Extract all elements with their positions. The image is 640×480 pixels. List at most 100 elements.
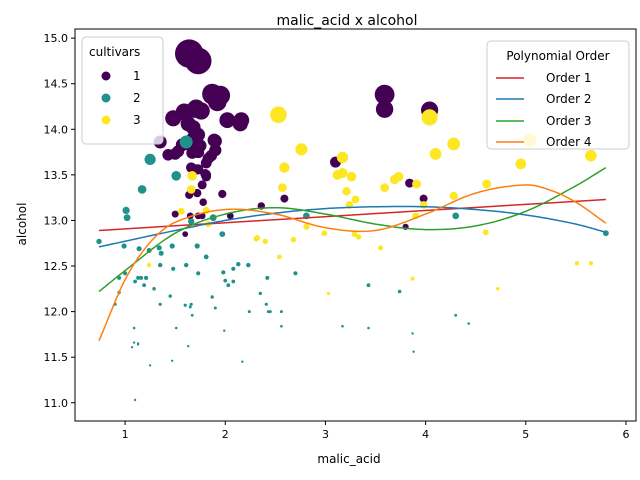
data-point-cultivar-3-38 bbox=[277, 254, 282, 260]
fit-line-order-1 bbox=[98, 198, 606, 232]
cultivars-legend-box bbox=[81, 36, 164, 145]
data-point-cultivar-3-45 bbox=[410, 276, 415, 281]
data-point-cultivar-1-55 bbox=[193, 164, 204, 175]
cultivars-legend-title: cultivars bbox=[89, 45, 140, 59]
data-point-cultivar-2-17 bbox=[341, 324, 344, 328]
y-tick-label: 11.5 bbox=[44, 351, 69, 364]
data-point-cultivar-2-57 bbox=[412, 350, 415, 353]
data-point-cultivar-2-59 bbox=[452, 212, 460, 220]
data-point-cultivar-1-32 bbox=[202, 152, 214, 165]
fit-line-order-4 bbox=[98, 184, 607, 342]
fit-line-order-3 bbox=[98, 166, 607, 293]
legend-marker-cultivar-2 bbox=[101, 93, 111, 103]
data-point-cultivar-2-69 bbox=[219, 231, 226, 238]
chart-title: malic_acid x alcohol bbox=[277, 13, 418, 29]
data-point-cultivar-2-75 bbox=[188, 305, 192, 309]
data-point-cultivar-2-3 bbox=[144, 153, 156, 165]
y-tick-label: 11.0 bbox=[44, 397, 69, 410]
data-point-cultivar-2-1 bbox=[133, 279, 138, 284]
data-point-cultivar-3-5 bbox=[412, 179, 422, 189]
data-point-cultivar-3-41 bbox=[515, 158, 527, 170]
data-point-cultivar-2-58 bbox=[293, 271, 298, 276]
data-point-cultivar-2-67 bbox=[279, 310, 283, 314]
data-point-cultivar-3-29 bbox=[482, 229, 489, 236]
data-point-cultivar-2-78 bbox=[231, 266, 236, 271]
data-point-cultivar-2-47 bbox=[236, 262, 241, 267]
data-point-cultivar-2-29 bbox=[264, 302, 268, 306]
data-point-cultivar-3-6 bbox=[449, 191, 458, 200]
data-point-cultivar-2-76 bbox=[184, 262, 189, 268]
data-point-cultivar-2-68 bbox=[454, 313, 458, 317]
data-point-cultivar-3-40 bbox=[186, 185, 196, 194]
fit-lines-layer bbox=[98, 166, 607, 342]
data-point-cultivar-1-38 bbox=[171, 210, 179, 218]
legend-marker-cultivar-3 bbox=[101, 115, 111, 125]
data-point-cultivar-2-51 bbox=[133, 398, 137, 402]
data-point-cultivar-3-13 bbox=[482, 179, 492, 189]
y-tick-label: 12.0 bbox=[44, 306, 69, 319]
data-point-cultivar-1-16 bbox=[208, 92, 227, 112]
data-point-cultivar-3-3 bbox=[295, 143, 308, 156]
data-point-cultivar-2-62 bbox=[221, 270, 226, 275]
data-point-cultivar-2-12 bbox=[171, 171, 181, 181]
data-point-cultivar-2-63 bbox=[223, 329, 226, 332]
data-point-cultivar-2-28 bbox=[136, 343, 140, 346]
legend-label-cultivar-1: 1 bbox=[133, 69, 141, 83]
data-point-cultivar-2-42 bbox=[152, 287, 156, 291]
x-tick-label: 4 bbox=[422, 428, 429, 441]
data-point-cultivar-3-23 bbox=[429, 148, 442, 160]
legend-entry-cultivar-1: 1 bbox=[101, 69, 141, 83]
data-point-cultivar-2-37 bbox=[203, 254, 209, 260]
data-point-cultivar-2-5 bbox=[168, 294, 172, 298]
data-point-cultivar-2-7 bbox=[122, 206, 130, 214]
x-tick-label: 2 bbox=[222, 428, 229, 441]
legend-label-cultivar-3: 3 bbox=[133, 113, 141, 127]
data-point-cultivar-2-49 bbox=[148, 364, 152, 367]
data-point-cultivar-3-1 bbox=[377, 245, 384, 251]
data-point-cultivar-3-39 bbox=[342, 187, 351, 196]
data-point-cultivar-2-50 bbox=[189, 302, 193, 306]
cultivars-legend: cultivars 1 2 3 bbox=[81, 36, 164, 145]
data-point-cultivar-3-14 bbox=[351, 231, 358, 238]
data-point-cultivar-1-56 bbox=[186, 100, 204, 118]
data-point-cultivar-1-41 bbox=[405, 178, 415, 188]
x-tick-label: 3 bbox=[322, 428, 329, 441]
data-point-cultivar-3-9 bbox=[278, 183, 287, 193]
data-point-cultivar-1-26 bbox=[197, 180, 207, 190]
y-tick-label: 12.5 bbox=[44, 260, 69, 273]
data-point-cultivar-2-34 bbox=[139, 275, 144, 280]
polynomial-order-legend-title: Polynomial Order bbox=[506, 49, 609, 63]
data-point-cultivar-3-34 bbox=[496, 287, 500, 291]
data-point-cultivar-2-65 bbox=[213, 306, 217, 310]
x-axis-ticks: 1 2 3 4 5 6 bbox=[122, 421, 629, 441]
data-point-cultivar-1-4 bbox=[280, 194, 289, 203]
data-point-cultivar-1-13 bbox=[184, 47, 212, 75]
data-point-cultivar-1-10 bbox=[233, 112, 250, 129]
data-point-cultivar-2-30 bbox=[158, 302, 162, 306]
data-point-cultivar-2-71 bbox=[169, 243, 175, 249]
data-point-cultivar-1-33 bbox=[172, 145, 185, 158]
data-point-cultivar-2-70 bbox=[226, 283, 231, 288]
x-tick-label: 1 bbox=[122, 428, 129, 441]
data-point-cultivar-2-79 bbox=[246, 262, 251, 268]
data-point-cultivar-3-31 bbox=[187, 171, 197, 181]
data-point-cultivar-2-10 bbox=[142, 283, 147, 288]
data-point-cultivar-2-26 bbox=[210, 295, 214, 299]
data-point-cultivar-2-60 bbox=[467, 322, 471, 325]
data-point-cultivar-1-25 bbox=[226, 212, 234, 220]
data-point-cultivar-2-44 bbox=[397, 289, 402, 294]
data-point-cultivar-1-23 bbox=[182, 231, 189, 238]
y-axis-ticks: 11.0 11.5 12.0 12.5 13.0 13.5 14.0 14.5 15.0 bbox=[44, 32, 75, 410]
data-point-cultivar-1-58 bbox=[162, 149, 174, 161]
data-point-cultivar-1-49 bbox=[191, 127, 206, 142]
x-axis-label: malic_acid bbox=[317, 452, 380, 466]
data-point-cultivar-2-14 bbox=[190, 313, 194, 317]
data-point-cultivar-3-16 bbox=[574, 261, 580, 266]
data-point-cultivar-3-28 bbox=[447, 137, 461, 151]
data-point-cultivar-3-35 bbox=[588, 261, 594, 266]
data-point-cultivar-1-48 bbox=[219, 112, 236, 129]
y-tick-label: 14.0 bbox=[44, 123, 69, 136]
data-point-cultivar-2-61 bbox=[183, 303, 187, 307]
data-point-cultivar-2-4 bbox=[136, 275, 141, 280]
data-point-cultivar-2-8 bbox=[137, 185, 147, 194]
